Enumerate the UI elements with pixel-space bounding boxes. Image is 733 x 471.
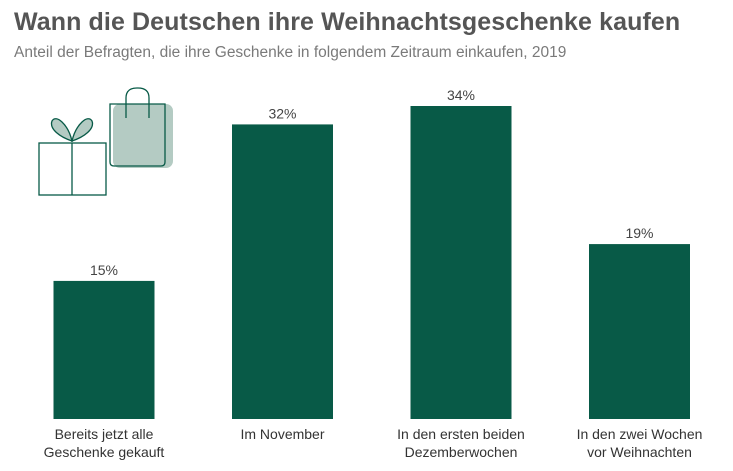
chart-title: Wann die Deutschen ihre Weihnachtsgesche… [14, 8, 681, 36]
category-label-4-line-1: In den zwei Wochen [577, 426, 703, 442]
category-label-4-line-2: vor Weihnachten [587, 444, 692, 460]
category-label-1-line-2: Geschenke gekauft [44, 444, 165, 460]
value-label-4: 19% [625, 225, 653, 241]
value-label-3: 34% [447, 87, 475, 103]
category-labels-group: Bereits jetzt alle Geschenke gekauft Im No… [44, 426, 703, 460]
bars-group [53, 106, 690, 419]
category-label-2-line-1: Im November [240, 426, 324, 442]
bar-4 [589, 244, 690, 419]
bar-3 [410, 106, 512, 419]
gift-box-icon [38, 118, 107, 196]
shopping-bag-icon [109, 87, 173, 168]
chart-subtitle: Anteil der Befragten, die ihre Geschenke… [14, 44, 567, 61]
category-label-3-line-1: In den ersten beiden [397, 426, 525, 442]
bar-1 [53, 280, 155, 419]
category-label-3-line-2: Dezemberwochen [405, 444, 518, 460]
category-label-1-line-1: Bereits jetzt alle [55, 426, 154, 442]
bar-2 [232, 124, 333, 419]
value-label-1: 15% [90, 262, 118, 278]
value-labels-group: 15% 32% 34% 19% [90, 87, 654, 278]
value-label-2: 32% [268, 105, 296, 121]
